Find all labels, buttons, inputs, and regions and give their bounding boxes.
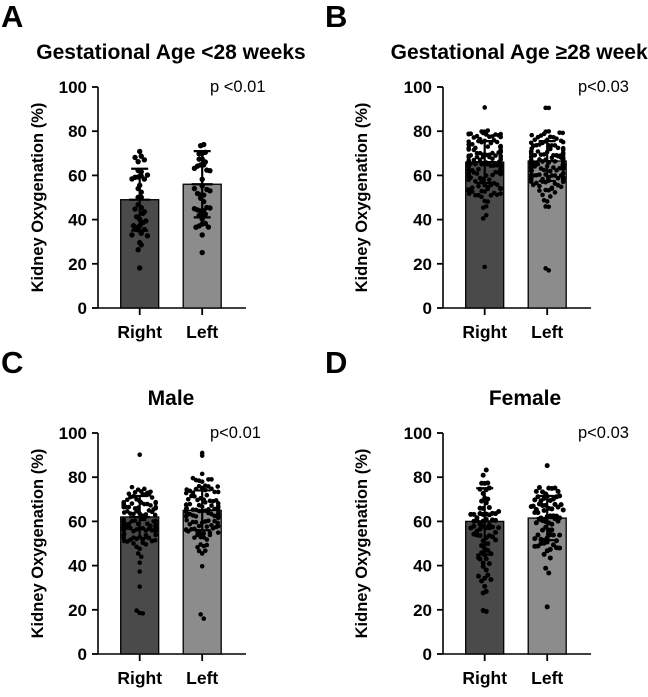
svg-text:60: 60 [68,166,87,185]
svg-text:100: 100 [404,78,432,97]
svg-text:0: 0 [423,645,432,664]
svg-text:60: 60 [68,512,87,531]
svg-text:D: D [325,346,347,380]
svg-text:60: 60 [413,166,432,185]
svg-text:Right: Right [462,322,507,342]
svg-text:Left: Left [186,322,218,342]
svg-text:Male: Male [148,387,195,410]
svg-text:Gestational Age <28 weeks: Gestational Age <28 weeks [36,41,305,64]
svg-text:Left: Left [531,322,563,342]
svg-text:20: 20 [68,601,87,620]
svg-text:100: 100 [59,424,87,443]
svg-text:Kidney Oxygenation (%): Kidney Oxygenation (%) [29,449,47,639]
svg-text:100: 100 [59,78,87,97]
svg-text:100: 100 [404,424,432,443]
svg-text:0: 0 [423,299,432,318]
svg-text:80: 80 [68,122,87,141]
svg-text:p<0.03: p<0.03 [578,424,629,442]
svg-text:Left: Left [186,668,218,688]
svg-text:B: B [325,0,347,34]
svg-text:40: 40 [68,557,87,576]
svg-text:Right: Right [462,668,507,688]
svg-text:Gestational Age ≥28 weeks: Gestational Age ≥28 weeks [391,41,648,64]
svg-text:20: 20 [413,601,432,620]
svg-text:C: C [1,346,23,380]
svg-text:40: 40 [68,211,87,230]
svg-text:Kidney Oxygenation (%): Kidney Oxygenation (%) [29,103,47,293]
svg-text:40: 40 [413,211,432,230]
svg-text:p <0.01: p <0.01 [210,78,266,96]
svg-text:60: 60 [413,512,432,531]
svg-text:p<0.01: p<0.01 [210,424,261,442]
svg-text:A: A [1,0,23,34]
svg-text:0: 0 [78,645,87,664]
svg-text:80: 80 [413,468,432,487]
svg-text:80: 80 [413,122,432,141]
svg-text:p<0.03: p<0.03 [578,78,629,96]
svg-text:80: 80 [68,468,87,487]
svg-text:Right: Right [117,668,162,688]
svg-text:20: 20 [413,255,432,274]
svg-text:Left: Left [531,668,563,688]
svg-text:Kidney Oxygenation (%): Kidney Oxygenation (%) [353,449,371,639]
svg-text:Kidney Oxygenation (%): Kidney Oxygenation (%) [353,103,371,293]
svg-text:20: 20 [68,255,87,274]
svg-text:Female: Female [489,387,561,410]
svg-text:40: 40 [413,557,432,576]
svg-text:Right: Right [117,322,162,342]
svg-text:0: 0 [78,299,87,318]
